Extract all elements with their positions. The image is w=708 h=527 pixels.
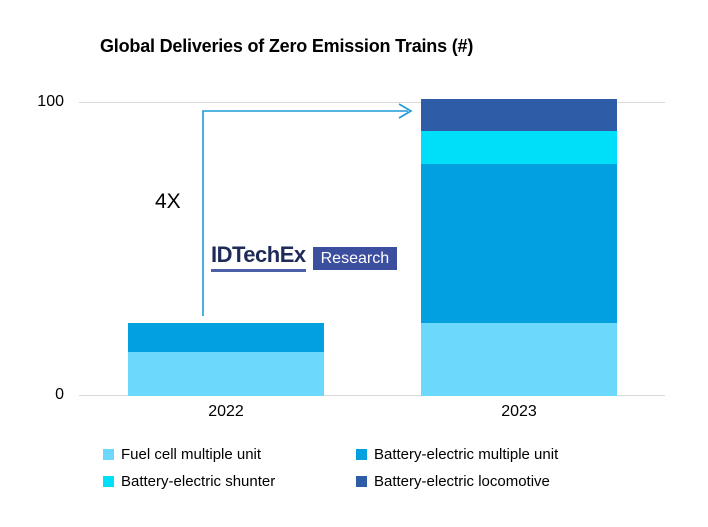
y-axis-tick-100: 100 <box>37 93 64 110</box>
x-axis-label-2023: 2023 <box>501 403 537 420</box>
idtechex-wordmark: IDTechEx <box>211 244 306 272</box>
legend-swatch-locomotive-icon <box>356 476 367 487</box>
gridline-100 <box>79 102 665 103</box>
growth-multiplier-label: 4X <box>155 190 181 213</box>
legend-label: Fuel cell multiple unit <box>121 446 262 463</box>
gridline-0-baseline <box>79 395 665 396</box>
plot-area <box>79 99 665 396</box>
bar-2023 <box>420 99 617 396</box>
legend: Fuel cell multiple unit Battery-electric… <box>103 441 558 495</box>
idtechex-logo: IDTechEx Research <box>211 244 398 272</box>
legend-item-battery-electric-shunter: Battery-electric shunter <box>103 468 356 495</box>
y-axis-tick-0: 0 <box>55 386 64 403</box>
bar-segment <box>420 99 617 132</box>
legend-swatch-fuel-cell-icon <box>103 449 114 460</box>
bar-segment <box>420 131 617 164</box>
bar-segment <box>127 351 324 396</box>
bar-segment <box>420 322 617 396</box>
bar-2022 <box>127 102 324 396</box>
legend-swatch-shunter-icon <box>103 476 114 487</box>
x-axis-label-2022: 2022 <box>208 403 244 420</box>
legend-label: Battery-electric locomotive <box>374 473 550 490</box>
legend-label: Battery-electric multiple unit <box>374 446 559 463</box>
legend-label: Battery-electric shunter <box>121 473 276 490</box>
bar-segment <box>127 322 324 352</box>
legend-swatch-bemu-icon <box>356 449 367 460</box>
legend-item-battery-electric-locomotive: Battery-electric locomotive <box>356 468 558 495</box>
idtechex-research-badge: Research <box>312 247 398 270</box>
chart-title: Global Deliveries of Zero Emission Train… <box>100 36 474 56</box>
legend-item-fuel-cell-multiple-unit: Fuel cell multiple unit <box>103 441 356 468</box>
legend-item-battery-electric-multiple-unit: Battery-electric multiple unit <box>356 441 558 468</box>
bar-segment <box>420 163 617 323</box>
